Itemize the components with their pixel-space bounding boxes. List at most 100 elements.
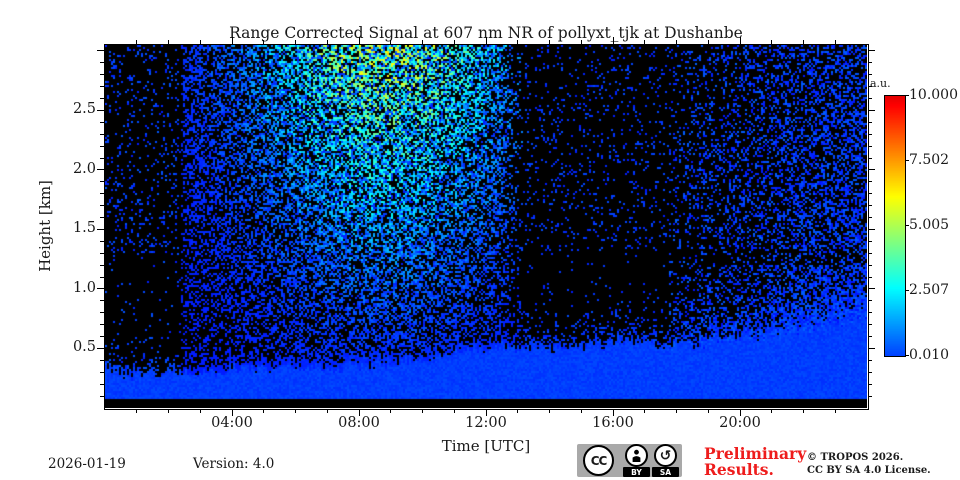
y-tick-right [868, 288, 875, 290]
x-tick-bottom [231, 409, 233, 416]
y-tick-left [100, 264, 104, 266]
y-tick-right [868, 383, 872, 385]
x-tick-bottom [834, 409, 836, 413]
x-tick-bottom [739, 409, 741, 416]
colorbar-tick [905, 94, 909, 96]
x-tick-bottom [295, 409, 296, 413]
share-alike-arrow-icon: ↺ [654, 444, 677, 467]
y-tick-left [100, 240, 104, 242]
person-icon [632, 449, 641, 462]
y-axis-label: Height [km] [36, 180, 54, 272]
y-tick-right [868, 98, 872, 100]
colorbar-tick-label: 2.507 [909, 282, 950, 298]
x-tick-top [231, 37, 233, 44]
x-tick-label: 08:00 [338, 415, 380, 431]
x-tick-top [644, 40, 646, 44]
x-tick-top [707, 40, 709, 44]
y-tick-left [100, 86, 104, 88]
y-tick-left [100, 217, 104, 219]
y-tick-label: 0.5 [72, 339, 96, 356]
x-tick-bottom [199, 409, 201, 413]
x-tick-bottom [136, 409, 138, 413]
x-tick-bottom [517, 409, 519, 413]
y-tick-left [97, 50, 104, 52]
y-tick-right [868, 395, 872, 397]
y-tick-left [100, 276, 104, 278]
y-tick-left [100, 193, 104, 195]
x-tick-top [390, 40, 392, 44]
y-tick-right [868, 217, 872, 219]
y-tick-left [100, 145, 104, 147]
x-tick-top [422, 40, 423, 44]
x-tick-bottom [485, 409, 487, 416]
y-tick-right [868, 133, 872, 135]
y-tick-left [100, 300, 104, 302]
sa-label: SA [652, 467, 679, 477]
x-tick-top [136, 40, 138, 44]
y-tick-label: 1.5 [72, 220, 96, 237]
x-axis-label: Time [UTC] [441, 437, 531, 455]
colorbar-unit-label: a.u. [870, 77, 891, 90]
y-tick-right [868, 121, 872, 123]
y-tick-right [868, 205, 872, 207]
x-tick-bottom [644, 409, 646, 413]
y-tick-right [868, 228, 875, 230]
y-tick-right [868, 50, 875, 52]
preliminary-line1: Preliminary [704, 444, 807, 463]
colorbar-tick-label: 7.502 [909, 152, 950, 168]
x-tick-top [580, 40, 582, 44]
x-tick-label: 04:00 [211, 415, 253, 431]
y-tick-right [868, 252, 872, 254]
y-tick-right [868, 312, 872, 314]
x-tick-top [485, 37, 487, 44]
x-tick-label: 12:00 [465, 415, 507, 431]
x-tick-bottom [771, 409, 773, 413]
x-tick-top [263, 40, 265, 44]
x-tick-bottom [676, 409, 677, 413]
y-tick-left [100, 157, 104, 159]
y-tick-left [97, 169, 104, 171]
copyright-line1: © TROPOS 2026. [807, 452, 904, 463]
x-tick-top [803, 40, 804, 44]
attribution-person-icon [625, 444, 648, 467]
y-tick-right [868, 193, 872, 195]
colorbar-tick [905, 224, 909, 226]
y-tick-left [100, 74, 104, 76]
x-tick-bottom [707, 409, 709, 413]
x-tick-top [676, 40, 677, 44]
x-tick-bottom [263, 409, 265, 413]
colorbar-tick-label: 10.000 [909, 87, 958, 103]
plot-frame [104, 44, 869, 410]
by-label: BY [623, 467, 650, 477]
x-tick-top [168, 40, 169, 44]
y-tick-right [868, 276, 872, 278]
preliminary-line2: Results. [704, 460, 774, 479]
colorbar [884, 95, 906, 357]
y-tick-left [97, 109, 104, 111]
y-tick-label: 1.0 [72, 279, 96, 296]
x-tick-top [326, 40, 328, 44]
y-tick-right [868, 240, 872, 242]
y-tick-label: 2.0 [72, 160, 96, 177]
heatmap-plot [105, 45, 867, 408]
x-tick-top [517, 40, 519, 44]
x-tick-bottom [803, 409, 804, 413]
x-tick-top [739, 37, 741, 44]
sa-arrow-glyph: ↺ [659, 447, 672, 464]
y-tick-left [100, 121, 104, 123]
y-tick-right [868, 336, 872, 338]
y-tick-left [100, 336, 104, 338]
cc-icon: CC [583, 445, 614, 476]
x-tick-top [295, 40, 296, 44]
cc-license-badge: CC ↺ BY SA [577, 444, 682, 477]
x-tick-top [771, 40, 773, 44]
colorbar-tick [905, 159, 909, 161]
y-tick-right [868, 74, 872, 76]
x-tick-bottom [390, 409, 392, 413]
y-tick-right [868, 264, 872, 266]
x-tick-top [358, 37, 360, 44]
x-tick-label: 16:00 [592, 415, 634, 431]
x-tick-bottom [168, 409, 169, 413]
y-tick-right [868, 359, 872, 361]
